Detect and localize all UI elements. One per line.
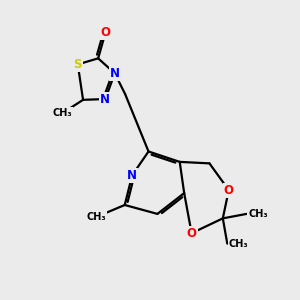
- Text: O: O: [100, 26, 111, 39]
- Text: S: S: [74, 58, 82, 71]
- Text: O: O: [187, 227, 196, 240]
- Text: O: O: [224, 184, 234, 196]
- Text: CH₃: CH₃: [87, 212, 106, 222]
- Text: CH₃: CH₃: [52, 108, 72, 118]
- Text: N: N: [100, 93, 110, 106]
- Text: CH₃: CH₃: [229, 238, 248, 249]
- Text: N: N: [110, 67, 120, 80]
- Text: N: N: [127, 169, 137, 182]
- Text: CH₃: CH₃: [248, 209, 268, 219]
